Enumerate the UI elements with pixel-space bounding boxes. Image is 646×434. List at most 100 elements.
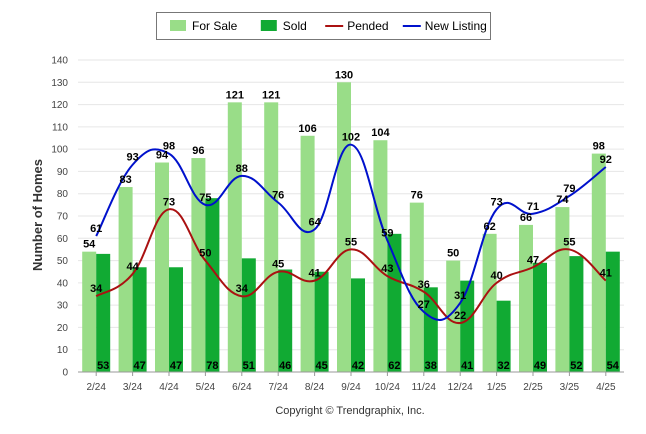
y-tick-label: 50	[57, 256, 69, 267]
label-sold: 32	[497, 360, 509, 372]
label-new-listing: 27	[418, 299, 430, 311]
label-pended: 34	[236, 283, 249, 295]
bar-for-sale	[227, 102, 242, 372]
y-tick-label: 110	[52, 122, 68, 133]
label-for-sale: 83	[119, 174, 131, 186]
label-pended: 41	[308, 268, 320, 280]
y-tick-label: 10	[57, 345, 69, 356]
label-pended: 55	[345, 236, 357, 248]
x-tick-label: 5/24	[196, 382, 216, 393]
label-for-sale: 50	[447, 248, 459, 260]
label-new-listing: 75	[199, 192, 211, 204]
x-tick-label: 2/25	[523, 382, 543, 393]
x-tick-label: 3/25	[560, 382, 580, 393]
bar-for-sale	[555, 207, 570, 372]
bar-for-sale	[519, 224, 533, 372]
bar-for-sale	[591, 153, 606, 372]
bar-for-sale	[191, 158, 206, 372]
x-tick-label: 12/24	[448, 382, 473, 393]
label-new-listing: 93	[126, 152, 138, 164]
label-sold: 62	[388, 360, 400, 372]
bar-for-sale	[446, 260, 461, 372]
bar-for-sale	[118, 187, 133, 372]
legend-box	[156, 12, 491, 40]
bar-for-sale	[155, 162, 169, 372]
label-for-sale: 96	[192, 145, 204, 157]
label-for-sale: 98	[593, 141, 605, 153]
label-new-listing: 64	[308, 216, 321, 228]
bar-for-sale	[337, 82, 351, 373]
label-pended: 41	[600, 268, 612, 280]
legend-label: For Sale	[192, 19, 238, 33]
label-for-sale: 54	[83, 239, 96, 251]
label-new-listing: 71	[527, 201, 539, 213]
label-new-listing: 61	[90, 223, 102, 235]
y-tick-label: 100	[51, 145, 68, 156]
legend-label: Pended	[347, 19, 388, 33]
y-tick-label: 90	[57, 167, 69, 178]
label-new-listing: 98	[163, 141, 175, 153]
label-for-sale: 121	[262, 89, 280, 101]
legend: For Sale Sold Pended New Listing	[156, 12, 491, 40]
label-sold: 52	[570, 360, 582, 372]
label-new-listing: 88	[236, 163, 248, 175]
x-tick-label: 10/24	[375, 382, 400, 393]
label-pended: 40	[490, 270, 502, 282]
label-new-listing: 76	[272, 190, 284, 202]
label-sold: 47	[170, 360, 182, 372]
label-for-sale: 76	[411, 190, 423, 202]
bar-for-sale	[482, 233, 497, 372]
x-tick-label: 1/25	[487, 382, 507, 393]
label-pended: 47	[527, 254, 539, 266]
y-tick-label: 120	[51, 100, 68, 111]
label-sold: 46	[279, 360, 291, 372]
bar-for-sale	[373, 140, 388, 372]
label-sold: 41	[461, 360, 473, 372]
label-new-listing: 31	[454, 290, 466, 302]
label-new-listing: 59	[381, 228, 393, 240]
bar-sold	[241, 258, 256, 372]
bar-sold	[205, 198, 220, 372]
label-for-sale: 130	[335, 69, 353, 81]
y-tick-label: 0	[62, 368, 68, 379]
label-pended: 45	[272, 259, 284, 271]
label-pended: 44	[126, 261, 139, 273]
x-tick-label: 11/24	[412, 382, 437, 393]
y-tick-label: 140	[51, 56, 68, 67]
label-sold: 53	[97, 360, 109, 372]
y-axis-label: Number of Homes	[30, 159, 45, 271]
x-tick-label: 9/24	[341, 382, 361, 393]
x-tick-label: 4/25	[596, 382, 616, 393]
label-for-sale: 121	[226, 89, 244, 101]
bar-sold	[314, 271, 329, 372]
bar-sold	[351, 278, 365, 372]
label-pended: 43	[381, 263, 393, 275]
label-sold: 45	[315, 360, 327, 372]
x-tick-label: 7/24	[268, 382, 288, 393]
legend-swatch	[260, 20, 277, 31]
label-new-listing: 79	[563, 183, 575, 195]
bar-sold	[605, 251, 620, 372]
x-tick-label: 3/24	[123, 382, 143, 393]
y-tick-label: 130	[51, 78, 68, 89]
label-pended: 22	[454, 310, 466, 322]
label-pended: 73	[163, 196, 175, 208]
legend-swatch	[170, 20, 186, 31]
y-tick-label: 30	[57, 301, 69, 312]
bar-sold	[132, 267, 147, 372]
label-for-sale: 66	[520, 212, 532, 224]
bar-for-sale	[264, 102, 279, 372]
label-sold: 47	[133, 360, 145, 372]
label-for-sale: 106	[298, 123, 316, 135]
copyright-text: Copyright © Trendgraphix, Inc.	[275, 405, 424, 417]
lines	[95, 143, 607, 324]
label-pended: 55	[563, 236, 575, 248]
label-new-listing: 102	[342, 132, 360, 144]
label-sold: 38	[425, 360, 437, 372]
label-sold: 49	[534, 360, 546, 372]
bar-sold	[496, 300, 511, 372]
bar-sold	[96, 253, 111, 372]
label-sold: 51	[243, 360, 255, 372]
x-tick-label: 2/24	[86, 382, 106, 393]
